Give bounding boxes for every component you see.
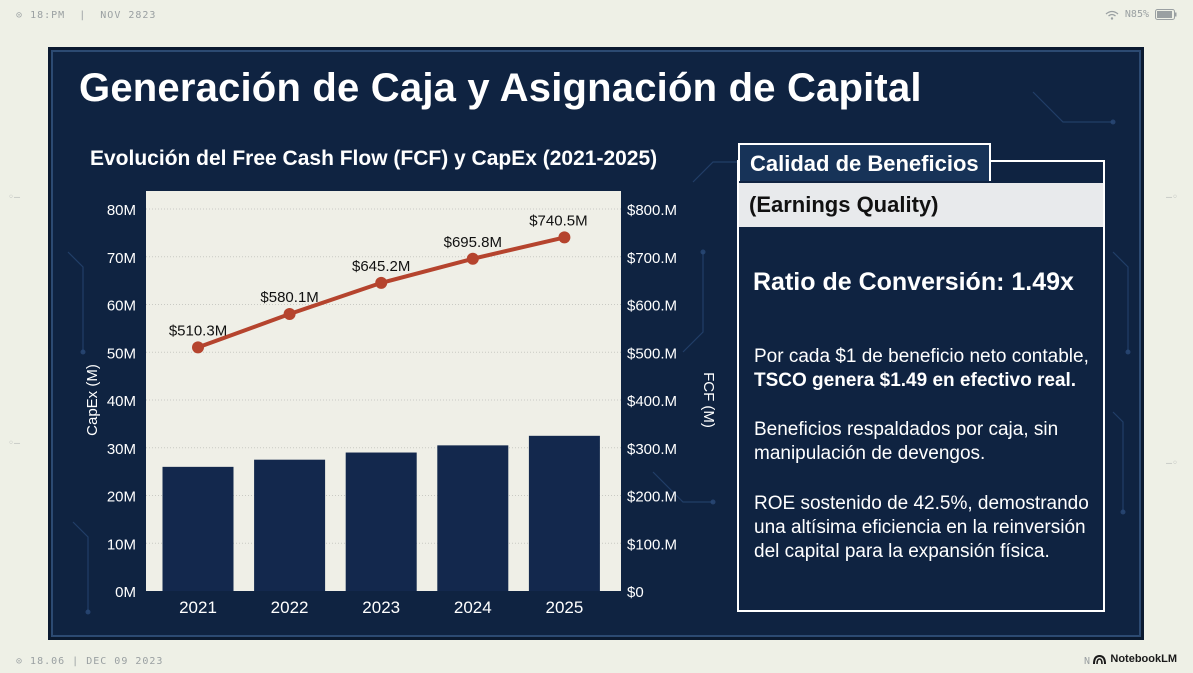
y-right-tick-label: $100.M [627,536,677,553]
page-title: Generación de Caja y Asignación de Capit… [79,66,922,110]
frame-deco-icon: —◦ [1166,192,1179,203]
y-right-tick-label: $600.M [627,298,677,315]
x-tick-label: 2025 [545,598,583,617]
y-right-tick-label: $200.M [627,489,677,506]
y-right-tick-label: $800.M [627,202,677,219]
notebooklm-brand: NotebookLM [1093,653,1177,665]
x-tick-label: 2024 [454,598,492,617]
x-tick-label: 2022 [271,598,309,617]
y-right-axis-label: FCF (M) [700,372,717,428]
slide-panel: Generación de Caja y Asignación de Capit… [51,50,1141,637]
capex-bar [162,466,234,591]
capex-bar [437,445,509,591]
brand-label: NotebookLM [1110,653,1177,665]
y-left-tick-label: 30M [107,441,136,458]
card-paragraph-2: Beneficios respaldados por caja, sin man… [754,419,1059,464]
battery-text: N85% [1124,9,1149,20]
status-time: 18:PM [30,10,66,21]
fcf-data-label: $510.3M [169,322,227,339]
fcf-data-label: $695.8M [444,234,502,251]
status-indicators: N85% [1105,9,1177,20]
clock-icon: ⊙ [16,656,31,667]
x-tick-label: 2021 [179,598,217,617]
frame-deco-icon: —◦ [1166,458,1179,469]
fcf-capex-chart: 0M $0 10M $100.M 20M $200.M 30M $300.M 40M $400.M… [84,191,717,617]
y-right-tick-label: $700.M [627,250,677,267]
y-left-tick-label: 50M [107,345,136,362]
status-bar: ⊙ 18:PM | NOV 2823 N85% [0,0,1193,26]
y-left-tick-label: 40M [107,393,136,410]
card-paragraph-1-line-1: Por cada $1 de beneficio neto contable, [754,346,1089,367]
fcf-data-label: $580.1M [260,289,318,306]
y-left-tick-label: 0M [115,584,136,601]
x-tick-label: 2023 [362,598,400,617]
footer-mid-text: N [1084,656,1091,667]
footer-datetime: ⊙ 18.06 | DEC 09 2023 [16,656,163,667]
y-right-tick-label: $300.M [627,441,677,458]
fcf-point [466,252,479,265]
card-paragraph-1-line-2: TSCO genera $1.49 en efectivo real. [754,370,1077,391]
fcf-data-label: $740.5M [529,212,587,229]
conversion-ratio: Ratio de Conversión: 1.49x [753,268,1074,296]
y-right-tick-label: $400.M [627,393,677,410]
footer-left-text: 18.06 | DEC 09 2023 [30,656,164,667]
y-left-tick-label: 70M [107,250,136,267]
chart-title: Evolución del Free Cash Flow (FCF) y Cap… [90,147,658,170]
fcf-point [192,341,204,354]
card-tab-title: Calidad de Beneficios [738,143,991,181]
wifi-icon [1105,10,1119,20]
status-datetime: ⊙ 18:PM | NOV 2823 [16,10,157,21]
frame-deco-icon: ◦— [8,192,21,203]
card-paragraph-3: ROE sostenido de 42.5%, demostrando una … [754,493,1089,562]
card-paragraph-1: Por cada $1 de beneficio neto contable, … [754,345,1099,393]
clock-icon: ⊙ [16,10,24,21]
frame-deco-icon: ◦— [8,438,21,449]
capex-bar [254,459,326,591]
fcf-point [283,308,296,321]
fcf-data-label: $645.2M [352,258,410,275]
fcf-point [558,231,571,244]
y-left-tick-label: 60M [107,298,136,315]
y-left-tick-label: 80M [107,202,136,219]
footer-bar: ⊙ 18.06 | DEC 09 2023 N NotebookLM [0,647,1193,673]
fcf-point [375,276,388,289]
card-subtitle: (Earnings Quality) [739,183,1103,227]
status-date: NOV 2823 [100,10,157,21]
notebooklm-logo-icon [1093,654,1107,664]
y-left-axis-label: CapEx (M) [84,364,101,436]
y-right-tick-label: $0 [627,584,644,601]
battery-icon [1155,9,1177,20]
y-left-tick-label: 10M [107,536,136,553]
capex-bar [528,435,600,591]
y-left-tick-label: 20M [107,489,136,506]
capex-bar [345,452,417,591]
y-right-tick-label: $500.M [627,345,677,362]
